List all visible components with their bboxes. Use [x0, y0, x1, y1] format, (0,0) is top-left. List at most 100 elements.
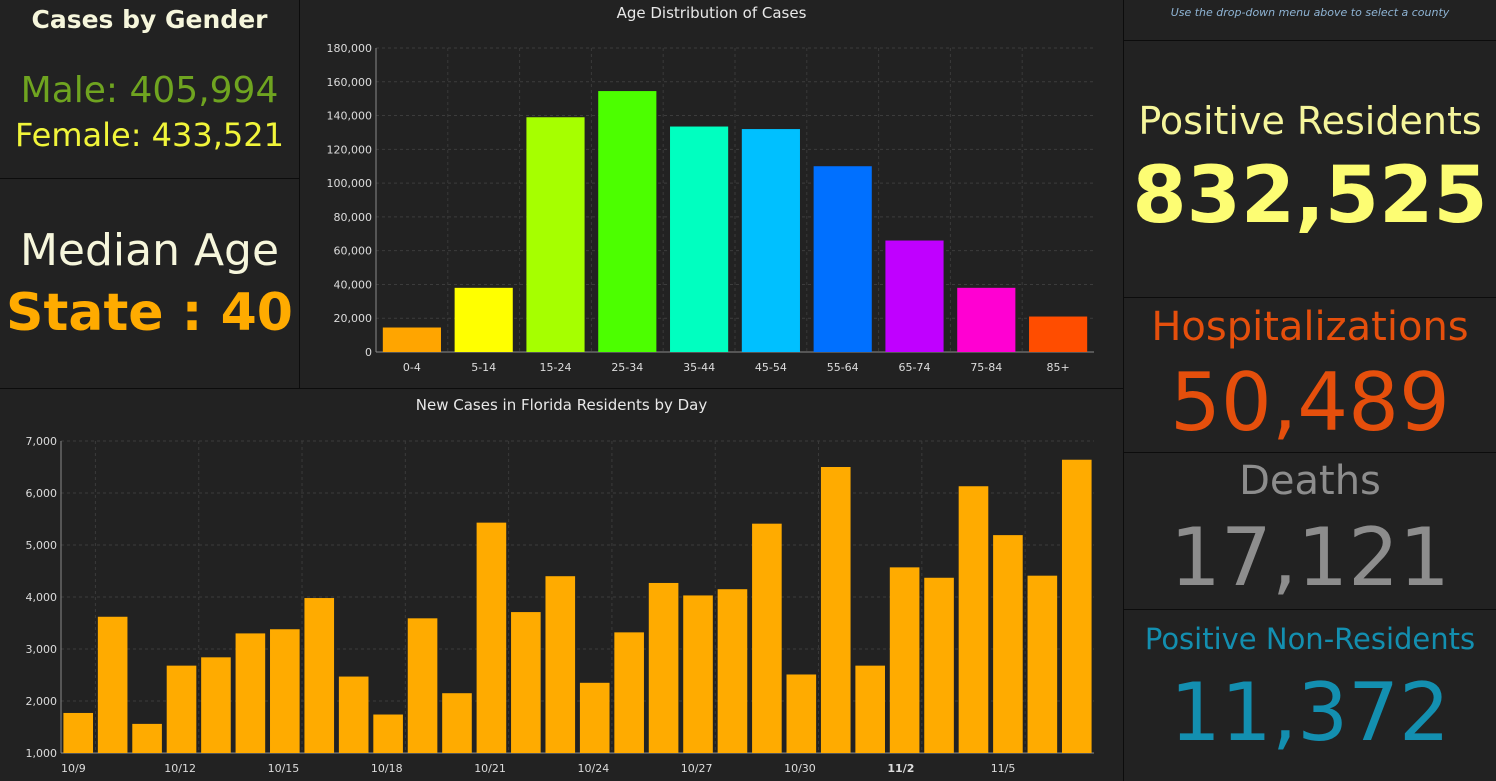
x-tick-label: 10/9 [61, 762, 86, 775]
bar-85+ [1029, 316, 1088, 352]
bar-11/5 [993, 535, 1023, 753]
age-distribution-chart: 0 20,000 40,000 60,000 80,000 100,000 120,000 1… [327, 42, 1094, 374]
x-tick-label: 5-14 [471, 361, 496, 374]
x-tick-label: 65-74 [899, 361, 931, 374]
hospitalizations-value: 50,489 [1170, 356, 1450, 449]
positive-residents-panel: Positive Residents 832,525 [1124, 41, 1496, 297]
county-info-panel: Use the drop-down menu above to select a… [1124, 0, 1496, 40]
bar-10/10 [97, 616, 128, 753]
x-tick-label: 10/27 [681, 762, 713, 775]
y-tick-label: 0 [365, 346, 372, 359]
bar-55-64 [813, 166, 872, 352]
hospitalizations-panel: Hospitalizations 50,489 [1124, 298, 1496, 452]
bar-10/26 [648, 582, 679, 753]
y-tick-label: 20,000 [334, 312, 373, 325]
age-distribution-panel: Age Distribution of Cases 0 20,000 40,000 6… [300, 0, 1123, 388]
bar-10/17 [338, 676, 369, 753]
y-tick-label: 3,000 [26, 643, 58, 656]
bar-10/21 [476, 522, 507, 753]
x-tick-label: 10/12 [164, 762, 196, 775]
bar-10/12 [166, 665, 197, 753]
bar-10/31 [820, 467, 851, 753]
bar-10/24 [579, 682, 610, 753]
age-chart-title: Age Distribution of Cases [616, 4, 807, 22]
bar-10/30 [786, 674, 817, 753]
female-count: Female: 433,521 [15, 116, 284, 154]
daily-cases-panel: New Cases in Florida Residents by Day 1,… [0, 389, 1123, 781]
positive-residents-value: 832,525 [1132, 151, 1488, 241]
x-tick-label: 45-54 [755, 361, 787, 374]
county-select-hint: Use the drop-down menu above to select a… [1170, 6, 1450, 19]
bar-45-54 [741, 129, 800, 352]
x-tick-label: 25-34 [611, 361, 643, 374]
y-tick-label: 4,000 [26, 591, 58, 604]
bar-10/15 [270, 629, 300, 753]
x-tick-label: 10/30 [784, 762, 816, 775]
y-tick-label: 6,000 [26, 487, 58, 500]
bar-10/20 [442, 693, 472, 753]
bar-11/7 [1061, 459, 1092, 753]
hospitalizations-label: Hospitalizations [1151, 304, 1469, 350]
x-tick-label: 55-64 [827, 361, 859, 374]
positive-residents-label: Positive Residents [1138, 99, 1482, 143]
y-tick-label: 100,000 [327, 177, 373, 190]
daily-chart-title: New Cases in Florida Residents by Day [415, 396, 708, 414]
bar-10/11 [132, 723, 162, 753]
bar-10/23 [545, 576, 576, 753]
bar-11/2 [889, 567, 920, 753]
x-tick-label: 35-44 [683, 361, 715, 374]
median-age-panel: Median Age State : 40 [0, 179, 299, 388]
bar-10/18 [373, 714, 403, 753]
x-tick-label: 15-24 [540, 361, 572, 374]
y-tick-label: 7,000 [26, 435, 58, 448]
positive-nonresidents-panel: Positive Non-Residents 11,372 [1124, 610, 1496, 781]
bar-10/9 [63, 712, 94, 753]
y-tick-label: 5,000 [26, 539, 58, 552]
bar-10/19 [407, 618, 438, 753]
bar-10/28 [717, 589, 748, 753]
deaths-panel: Deaths 17,121 [1124, 453, 1496, 609]
median-age-value: State : 40 [6, 283, 293, 343]
deaths-value: 17,121 [1170, 511, 1450, 604]
y-tick-label: 180,000 [327, 42, 373, 55]
y-tick-label: 80,000 [334, 211, 373, 224]
positive-nonresidents-label: Positive Non-Residents [1144, 622, 1476, 656]
y-tick-label: 1,000 [26, 747, 58, 760]
y-tick-label: 120,000 [327, 143, 373, 156]
bar-65-74 [885, 240, 944, 352]
bar-5-14 [454, 287, 513, 352]
male-count: Male: 405,994 [20, 70, 279, 111]
y-tick-label: 60,000 [334, 245, 373, 258]
bar-10/25 [614, 632, 644, 753]
bar-35-44 [670, 126, 729, 353]
x-tick-label: 11/5 [991, 762, 1016, 775]
x-tick-label: 10/18 [371, 762, 403, 775]
bar-10/22 [511, 612, 541, 753]
bar-11/3 [924, 577, 954, 753]
bar-75-84 [957, 287, 1016, 352]
daily-cases-chart: 1,000 2,000 3,000 4,000 5,000 6,000 7,000 10/9 1… [26, 435, 1094, 775]
bar-10/16 [304, 598, 335, 753]
bar-11/6 [1027, 575, 1058, 753]
x-tick-label: 0-4 [403, 361, 421, 374]
bar-25-34 [598, 91, 657, 353]
gender-title: Cases by Gender [31, 5, 268, 34]
bar-10/27 [683, 595, 713, 753]
bar-10/14 [235, 633, 266, 753]
y-tick-label: 40,000 [334, 278, 373, 291]
x-tick-label: 75-84 [970, 361, 1002, 374]
x-tick-label: 10/24 [578, 762, 610, 775]
x-tick-label: 85+ [1046, 361, 1069, 374]
y-tick-label: 2,000 [26, 695, 58, 708]
positive-nonresidents-value: 11,372 [1170, 666, 1450, 759]
x-tick-label: 11/2 [887, 762, 914, 775]
x-tick-label: 10/21 [474, 762, 506, 775]
gender-panel: Cases by Gender Male: 405,994 Female: 43… [0, 0, 299, 178]
bar-10/13 [201, 657, 231, 753]
deaths-label: Deaths [1239, 458, 1381, 504]
bar-0-4 [382, 327, 441, 352]
x-tick-label: 10/15 [268, 762, 300, 775]
y-tick-label: 140,000 [327, 110, 373, 123]
bar-15-24 [526, 117, 585, 352]
bar-11/1 [855, 665, 885, 753]
